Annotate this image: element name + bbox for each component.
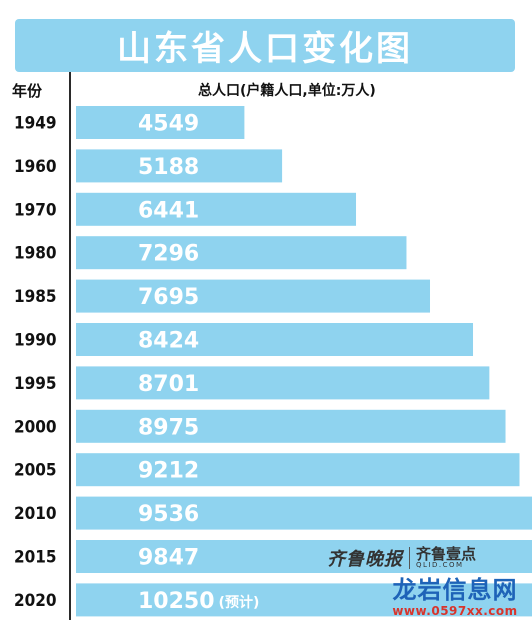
chart-title: 山东省人口变化图 (117, 29, 413, 69)
logo-brand-cn: 齐鲁壹点 (416, 545, 477, 563)
year-label: 1960 (14, 157, 57, 177)
bar-2000 (76, 409, 506, 443)
logo-brand-en: QLID.COM (416, 561, 464, 569)
bar-1949 (76, 106, 245, 139)
year-label: 1980 (14, 244, 57, 264)
axis-divider (69, 72, 71, 620)
value-label: 7296 (138, 242, 199, 267)
year-label: 1995 (14, 374, 57, 394)
value-label: 4549 (138, 112, 199, 137)
year-label: 2000 (14, 417, 57, 437)
watermark-text: 龙岩信息网 (392, 576, 518, 604)
value-label: 9212 (138, 459, 199, 484)
qilu-logo: 齐鲁晚报 齐鲁壹点 QLID.COM (327, 546, 476, 571)
bar-2005 (76, 453, 520, 487)
bar-1990 (76, 323, 474, 356)
year-label: 1970 (14, 200, 57, 220)
year-label: 1985 (14, 287, 57, 307)
value-label: 8424 (138, 329, 199, 354)
value-label: 7695 (138, 285, 199, 310)
value-label: 8701 (138, 372, 199, 397)
site-watermark: 龙岩信息网 www.0597xx.com (384, 576, 526, 618)
value-label: 9536 (138, 502, 199, 527)
bar-2015 (76, 540, 532, 573)
bar-1960 (76, 149, 283, 183)
bar-2010 (76, 496, 532, 530)
bar-1995 (76, 366, 490, 400)
bar-2020 (76, 583, 532, 617)
value-label: 5188 (138, 155, 199, 180)
bar-1985 (76, 279, 431, 313)
value-label: 9847 (138, 546, 199, 571)
logo-brand: 齐鲁壹点 QLID.COM (416, 547, 476, 569)
logo-separator (409, 547, 410, 569)
year-label: 2020 (14, 591, 57, 611)
value-label: 10250 (138, 589, 215, 614)
watermark-url: www.0597xx.com (392, 604, 518, 618)
year-label: 1949 (14, 114, 57, 134)
value-label: 8975 (138, 415, 199, 440)
value-note: (预计) (219, 594, 260, 611)
title-banner: 山东省人口变化图 (15, 19, 515, 72)
year-label: 1990 (14, 331, 57, 351)
bar-1970 (76, 192, 357, 226)
value-label: 6441 (138, 198, 199, 223)
unit-header: 总人口(户籍人口,单位:万人) (198, 83, 376, 99)
logo-source: 齐鲁晚报 (327, 549, 403, 570)
year-column-header: 年份 (12, 82, 43, 100)
year-label: 2015 (14, 548, 57, 568)
year-label: 2005 (14, 461, 57, 481)
bar-1980 (76, 236, 407, 270)
year-label: 2010 (14, 504, 57, 524)
